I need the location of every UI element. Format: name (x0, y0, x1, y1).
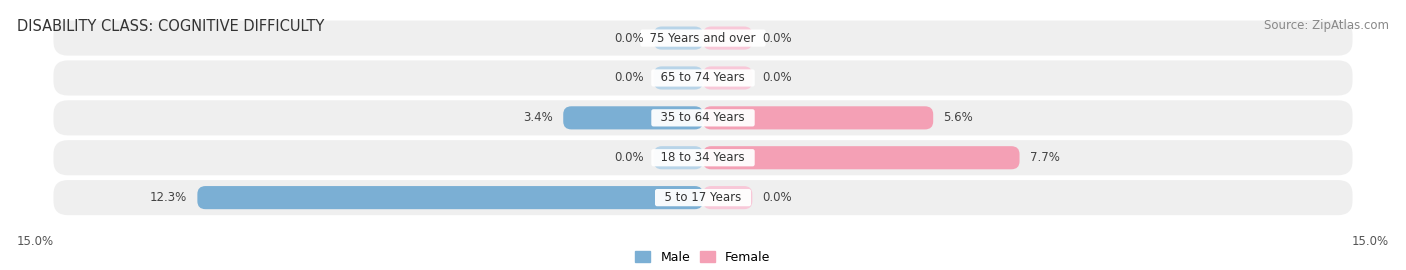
FancyBboxPatch shape (703, 26, 752, 50)
Text: 3.4%: 3.4% (523, 111, 553, 124)
Text: 12.3%: 12.3% (150, 191, 187, 204)
FancyBboxPatch shape (53, 21, 1353, 56)
FancyBboxPatch shape (703, 186, 752, 209)
Text: 35 to 64 Years: 35 to 64 Years (654, 111, 752, 124)
Text: 0.0%: 0.0% (762, 191, 792, 204)
Text: 15.0%: 15.0% (1353, 235, 1389, 248)
Text: 18 to 34 Years: 18 to 34 Years (654, 151, 752, 164)
Text: 5.6%: 5.6% (943, 111, 973, 124)
FancyBboxPatch shape (703, 146, 1019, 169)
Text: 75 Years and over: 75 Years and over (643, 32, 763, 45)
FancyBboxPatch shape (53, 60, 1353, 96)
FancyBboxPatch shape (654, 146, 703, 169)
Legend: Male, Female: Male, Female (630, 246, 776, 269)
FancyBboxPatch shape (53, 100, 1353, 135)
Text: 5 to 17 Years: 5 to 17 Years (657, 191, 749, 204)
FancyBboxPatch shape (53, 180, 1353, 215)
FancyBboxPatch shape (654, 66, 703, 90)
FancyBboxPatch shape (703, 106, 934, 129)
FancyBboxPatch shape (654, 26, 703, 50)
Text: Source: ZipAtlas.com: Source: ZipAtlas.com (1264, 19, 1389, 32)
FancyBboxPatch shape (53, 140, 1353, 175)
Text: 0.0%: 0.0% (614, 151, 644, 164)
Text: 0.0%: 0.0% (614, 32, 644, 45)
Text: 0.0%: 0.0% (614, 72, 644, 85)
Text: 15.0%: 15.0% (17, 235, 53, 248)
FancyBboxPatch shape (703, 66, 752, 90)
Text: 0.0%: 0.0% (762, 32, 792, 45)
FancyBboxPatch shape (197, 186, 703, 209)
Text: 7.7%: 7.7% (1029, 151, 1060, 164)
FancyBboxPatch shape (564, 106, 703, 129)
Text: 0.0%: 0.0% (762, 72, 792, 85)
Text: 65 to 74 Years: 65 to 74 Years (654, 72, 752, 85)
Text: DISABILITY CLASS: COGNITIVE DIFFICULTY: DISABILITY CLASS: COGNITIVE DIFFICULTY (17, 19, 325, 34)
